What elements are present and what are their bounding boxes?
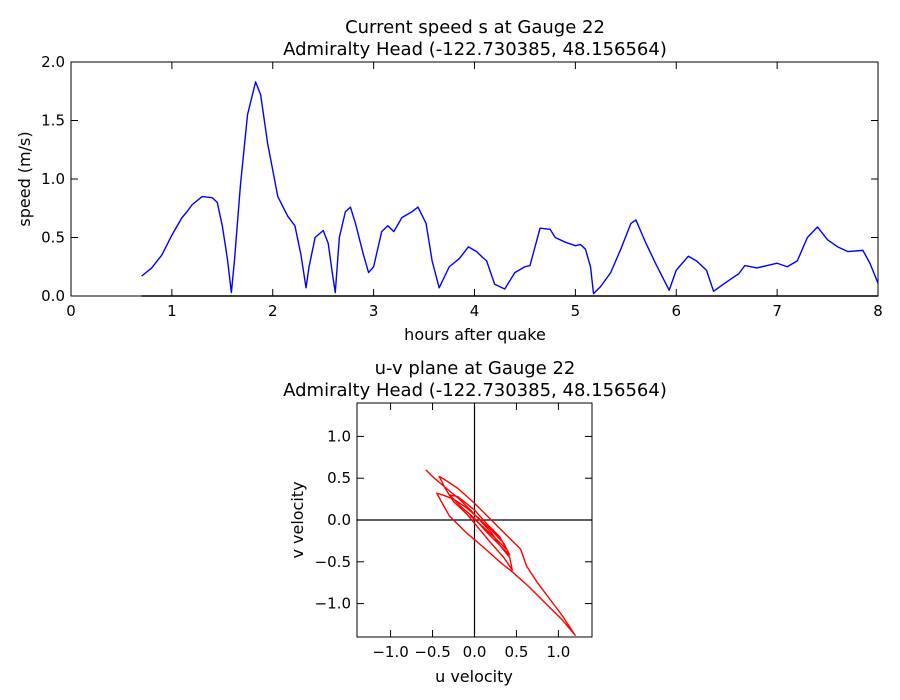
speed-x-tick-label: 6	[671, 302, 681, 320]
uv-y-axis-label: v velocity	[288, 481, 307, 558]
speed-x-tick-label: 2	[268, 302, 278, 320]
speed-y-tick-label: 2.0	[41, 53, 65, 71]
speed-chart-title-line1: Current speed s at Gauge 22	[345, 17, 605, 38]
speed-x-ticks: 0 1 2 3 4 5 6 7 8	[66, 62, 883, 320]
uv-y-tick-label: 1.0	[327, 427, 351, 445]
speed-y-ticks: 0.0 0.5 1.0 1.5 2.0	[41, 53, 878, 305]
uv-y-tick-label: −0.5	[315, 553, 351, 571]
speed-y-tick-label: 1.5	[41, 112, 65, 130]
uv-x-ticks: −1.0 −0.5 0.0 0.5 1.0	[372, 403, 570, 661]
speed-series-line-0	[141, 81, 878, 295]
uv-x-tick-label: 0.5	[505, 643, 529, 661]
uv-chart-title-line1: u-v plane at Gauge 22	[375, 358, 576, 379]
uv-x-tick-label: −0.5	[414, 643, 450, 661]
speed-x-axis-label: hours after quake	[404, 325, 546, 344]
speed-x-tick-label: 8	[873, 302, 883, 320]
speed-x-tick-label: 7	[772, 302, 782, 320]
uv-x-tick-label: 0.0	[463, 643, 487, 661]
speed-y-tick-label: 0.0	[41, 287, 65, 305]
speed-y-axis-label: speed (m/s)	[15, 131, 34, 226]
uv-x-tick-label: −1.0	[372, 643, 408, 661]
uv-x-axis-label: u velocity	[435, 667, 513, 686]
speed-y-tick-label: 0.5	[41, 229, 65, 247]
uv-y-ticks: −1.0 −0.5 0.0 0.5 1.0	[315, 427, 592, 613]
uv-chart-title-line2: Admiralty Head (-122.730385, 48.156564)	[283, 380, 667, 401]
speed-x-tick-label: 3	[369, 302, 379, 320]
uv-series-line-0	[425, 469, 576, 637]
speed-x-tick-label: 5	[571, 302, 581, 320]
speed-y-tick-label: 1.0	[41, 170, 65, 188]
speed-chart: Current speed s at Gauge 22 Admiralty He…	[15, 17, 883, 344]
speed-x-tick-label: 4	[470, 302, 480, 320]
uv-y-tick-label: 0.0	[327, 511, 351, 529]
uv-y-tick-label: 0.5	[327, 469, 351, 487]
uv-x-tick-label: 1.0	[546, 643, 570, 661]
speed-x-tick-label: 0	[66, 302, 76, 320]
uv-y-tick-label: −1.0	[315, 595, 351, 613]
speed-x-tick-label: 1	[167, 302, 177, 320]
uv-data-layer	[357, 403, 592, 637]
uv-chart: u-v plane at Gauge 22 Admiralty Head (-1…	[283, 358, 667, 686]
speed-chart-title-line2: Admiralty Head (-122.730385, 48.156564)	[283, 39, 667, 60]
